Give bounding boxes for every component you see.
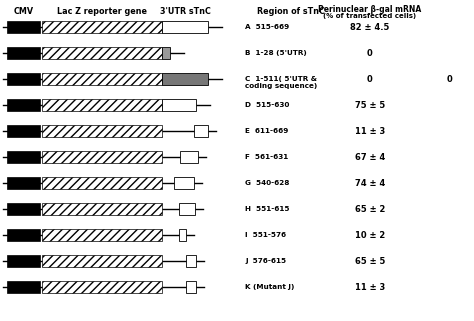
- Bar: [7, 151, 40, 163]
- Text: I  551-576: I 551-576: [245, 232, 286, 238]
- Bar: [7, 203, 40, 215]
- Bar: [162, 73, 208, 85]
- Bar: [42, 151, 162, 163]
- Text: J  576-615: J 576-615: [245, 258, 286, 264]
- Bar: [42, 99, 162, 111]
- Text: B  1-28 (5'UTR): B 1-28 (5'UTR): [245, 50, 307, 56]
- Bar: [7, 21, 40, 33]
- Bar: [42, 125, 162, 137]
- Text: K (Mutant J): K (Mutant J): [245, 284, 294, 290]
- Bar: [42, 203, 162, 215]
- Bar: [186, 281, 196, 293]
- Bar: [186, 255, 196, 267]
- Text: 0: 0: [447, 74, 453, 83]
- Bar: [7, 229, 40, 241]
- Bar: [42, 21, 162, 33]
- Text: 74 ± 4: 74 ± 4: [355, 178, 385, 187]
- Text: A  515-669: A 515-669: [245, 24, 289, 30]
- Bar: [42, 255, 162, 267]
- Bar: [7, 73, 40, 85]
- Text: 10 ± 2: 10 ± 2: [355, 230, 385, 239]
- Text: G  540-628: G 540-628: [245, 180, 289, 186]
- Bar: [42, 47, 162, 59]
- Text: H  551-615: H 551-615: [245, 206, 290, 212]
- Text: 65 ± 5: 65 ± 5: [355, 256, 385, 265]
- Text: 67 ± 4: 67 ± 4: [355, 152, 385, 161]
- Bar: [42, 177, 162, 189]
- Bar: [7, 99, 40, 111]
- Bar: [180, 151, 198, 163]
- Bar: [7, 47, 40, 59]
- Bar: [179, 229, 186, 241]
- Text: 0: 0: [367, 48, 373, 57]
- Bar: [162, 21, 208, 33]
- Text: 3'UTR sTnC: 3'UTR sTnC: [160, 7, 210, 16]
- Bar: [174, 177, 194, 189]
- Bar: [42, 281, 162, 293]
- Text: C  1-511( 5'UTR &
coding sequence): C 1-511( 5'UTR & coding sequence): [245, 76, 317, 89]
- Text: 11 ± 3: 11 ± 3: [355, 282, 385, 291]
- Text: 82 ± 4.5: 82 ± 4.5: [350, 22, 390, 31]
- Bar: [162, 47, 170, 59]
- Text: Region of sTnC: Region of sTnC: [257, 7, 325, 16]
- Text: F  561-631: F 561-631: [245, 154, 288, 160]
- Text: 65 ± 2: 65 ± 2: [355, 204, 385, 213]
- Bar: [179, 203, 195, 215]
- Bar: [7, 177, 40, 189]
- Text: 75 ± 5: 75 ± 5: [355, 100, 385, 109]
- Text: 0: 0: [367, 74, 373, 83]
- Text: Perinuclear β-gal mRNA: Perinuclear β-gal mRNA: [319, 5, 422, 14]
- Text: D  515-630: D 515-630: [245, 102, 289, 108]
- Text: Lac Z reporter gene: Lac Z reporter gene: [57, 7, 147, 16]
- Text: CMV: CMV: [13, 7, 34, 16]
- Bar: [194, 125, 208, 137]
- Bar: [42, 229, 162, 241]
- Bar: [7, 125, 40, 137]
- Bar: [7, 255, 40, 267]
- Text: (% of transfected cells): (% of transfected cells): [323, 13, 417, 19]
- Bar: [162, 99, 196, 111]
- Text: E  611-669: E 611-669: [245, 128, 288, 134]
- Bar: [7, 281, 40, 293]
- Text: 11 ± 3: 11 ± 3: [355, 126, 385, 135]
- Bar: [42, 73, 162, 85]
